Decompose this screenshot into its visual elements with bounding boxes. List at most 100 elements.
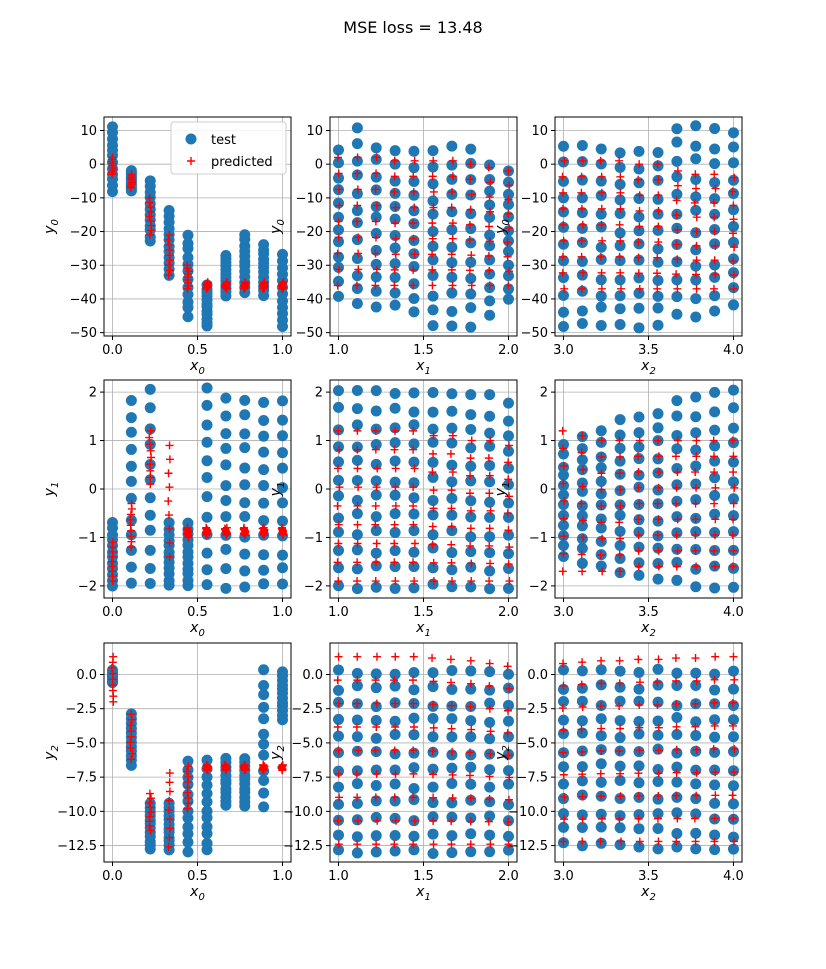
test-point xyxy=(633,211,645,223)
predicted-point xyxy=(691,515,700,524)
y-tick: −1 xyxy=(304,531,330,546)
predicted-point xyxy=(729,270,738,279)
predicted-point xyxy=(278,760,287,769)
test-point xyxy=(351,205,363,217)
test-point xyxy=(446,306,458,318)
predicted-point xyxy=(183,261,192,270)
predicted-point xyxy=(504,475,513,484)
y-tick: −5.0 xyxy=(291,736,330,751)
test-point xyxy=(633,841,645,853)
test-point xyxy=(427,436,439,448)
predicted-point xyxy=(654,562,663,571)
test-point xyxy=(690,745,702,757)
predicted-point xyxy=(673,814,682,823)
test-point xyxy=(220,511,232,523)
test-point xyxy=(351,454,363,466)
predicted-point xyxy=(164,261,173,270)
y-tick: −10.0 xyxy=(283,805,330,820)
predicted-point xyxy=(353,445,362,454)
predicted-point xyxy=(165,787,174,796)
test-point xyxy=(408,306,420,318)
test-point xyxy=(370,285,382,297)
test-point xyxy=(277,497,288,509)
predicted-point xyxy=(222,523,231,532)
test-point xyxy=(408,438,420,450)
test-point xyxy=(728,422,739,434)
test-point xyxy=(239,511,251,523)
predicted-point xyxy=(353,699,362,708)
x-tick-label: 1.0 xyxy=(272,343,293,358)
y-tick: −7.5 xyxy=(291,771,330,786)
test-point xyxy=(576,542,588,554)
predicted-point xyxy=(578,770,587,779)
test-point xyxy=(690,667,702,679)
predicted-point xyxy=(372,699,381,708)
y-tick-label: 0.0 xyxy=(527,668,548,683)
test-point xyxy=(709,193,721,205)
subplot-1: 0.0 0.5 1.0 10 0 −10 −20 −30 −40 −50 x0 y0 test predi… xyxy=(42,116,293,377)
test-point xyxy=(427,290,439,302)
test-point xyxy=(144,175,156,187)
predicted-point xyxy=(410,250,419,259)
predicted-point xyxy=(597,268,606,277)
x-tick-label: 4.0 xyxy=(723,605,744,620)
predicted-point xyxy=(371,217,380,226)
y-tick: −12.5 xyxy=(283,839,330,854)
test-point xyxy=(503,548,514,560)
test-point xyxy=(728,221,739,233)
legend-label: test xyxy=(211,133,236,148)
predicted-point xyxy=(634,238,643,247)
test-point xyxy=(503,511,514,523)
predicted-point xyxy=(597,436,606,445)
test-point xyxy=(484,459,496,471)
predicted-point xyxy=(448,577,457,586)
y-tick-label: 0 xyxy=(315,483,323,498)
predicted-point xyxy=(466,175,475,184)
test-point xyxy=(333,544,344,556)
predicted-point xyxy=(164,497,173,506)
predicted-point xyxy=(504,817,513,826)
y-tick-label: −10.0 xyxy=(283,805,323,820)
predicted-point xyxy=(335,483,344,492)
test-point xyxy=(709,668,721,680)
test-point xyxy=(333,456,344,468)
test-point xyxy=(258,749,270,761)
x-tick: 0.0 xyxy=(102,598,123,620)
predicted-point xyxy=(728,562,737,571)
predicted-point xyxy=(335,185,344,194)
test-point xyxy=(333,275,344,287)
y-tick-label: −40 xyxy=(70,292,97,307)
test-point xyxy=(427,763,439,775)
predicted-point xyxy=(446,449,455,458)
test-point xyxy=(144,563,156,575)
test-point xyxy=(107,516,118,528)
predicted-point xyxy=(710,675,719,684)
test-point xyxy=(728,299,739,311)
predicted-point xyxy=(409,746,418,755)
y-tick-label: −20 xyxy=(70,225,97,240)
predicted-point xyxy=(467,577,476,586)
test-point xyxy=(595,758,607,770)
predicted-point xyxy=(353,169,362,178)
predicted-point xyxy=(729,546,738,555)
test-point xyxy=(220,480,232,492)
test-point xyxy=(351,253,363,265)
test-point xyxy=(503,176,514,188)
test-point xyxy=(465,715,477,727)
test-point xyxy=(671,511,683,523)
test-point xyxy=(558,696,569,708)
test-point xyxy=(503,799,514,811)
predicted-point xyxy=(691,546,700,555)
test-point xyxy=(690,174,702,186)
test-point xyxy=(503,479,514,491)
test-point xyxy=(465,475,477,487)
predicted-point xyxy=(616,188,625,197)
y-tick: 0 xyxy=(315,158,330,173)
predicted-point xyxy=(597,724,606,733)
test-point xyxy=(671,136,683,148)
predicted-point xyxy=(240,523,249,532)
y-tick: 10 xyxy=(531,124,555,139)
test-point xyxy=(671,841,683,853)
predicted-point xyxy=(165,805,174,814)
test-point xyxy=(633,322,645,334)
